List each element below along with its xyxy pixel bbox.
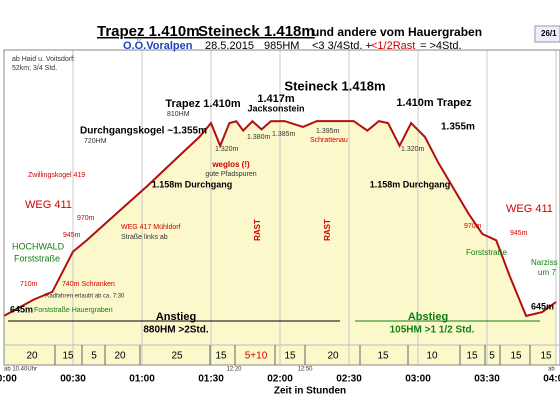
segment-duration: 5 — [91, 351, 97, 362]
segment-duration: 20 — [114, 351, 126, 362]
segment-duration: 20 — [327, 351, 339, 362]
annotation: 1.158m Durchgang — [370, 179, 451, 189]
badge: 26/1 — [541, 29, 557, 38]
annotation: 1.355m — [441, 122, 475, 133]
annotation: Anstieg — [156, 311, 196, 323]
annotation: ab — [548, 367, 555, 373]
annotation: Steineck 1.418m — [284, 78, 385, 93]
x-tick-label: 00:30 — [60, 374, 86, 385]
badge-box — [534, 25, 560, 43]
annotation: Durchgangskogel ~1.355m — [80, 126, 207, 137]
subtitle-part: = >4Std. — [420, 40, 462, 52]
annotation: Narziss — [531, 258, 558, 267]
annotation: 1.385m — [272, 131, 296, 138]
subtitle-part: <1/2Rast — [371, 40, 415, 52]
annotation: 945m — [63, 232, 81, 239]
annotation: WEG 411 — [25, 199, 72, 211]
x-axis-label: Zeit in Stunden — [274, 386, 346, 397]
title-part: Steineck 1.418m — [198, 23, 315, 40]
annotation: ab Haid u. Voitsdorf: — [12, 56, 75, 63]
segment-duration: 15 — [62, 351, 74, 362]
segment-duration: 15 — [540, 351, 552, 362]
subtitle-part: 985HM — [264, 40, 299, 52]
annotation: ab 10.40Uhr — [4, 367, 37, 373]
annotation: 105HM >1 1/2 Std. — [390, 325, 475, 336]
annotation: Straße links ab — [121, 234, 168, 241]
annotation: Trapez 1.410m — [165, 98, 240, 110]
subtitle-part: 28.5.2015 — [205, 40, 254, 52]
x-tick-label: 03:00 — [405, 374, 431, 385]
x-tick-label: 01:30 — [198, 374, 224, 385]
annotation: 1.417m — [257, 93, 295, 105]
annotation: Forststraße — [14, 253, 60, 263]
segment-duration: 5+10 — [245, 351, 268, 362]
x-tick-label: 01:00 — [129, 374, 155, 385]
annotation: 1.158m Durchgang — [152, 179, 233, 189]
segment-duration: 15 — [510, 351, 522, 362]
annotation: 1.410m Trapez — [396, 97, 472, 109]
annotation: Abstieg — [408, 311, 448, 323]
annotation: 720HM — [84, 138, 107, 145]
annotation: 52km; 3/4 Std. — [12, 65, 57, 72]
x-tick-label: 02:00 — [267, 374, 293, 385]
annotation: 645m — [531, 301, 554, 311]
segment-duration: 20 — [26, 351, 38, 362]
annotation: WEG 411 — [506, 203, 553, 215]
subtitle-part: <3 3/4Std. + — [312, 40, 372, 52]
annotation: Forststraße — [466, 248, 507, 257]
annotation: 810HM — [167, 111, 190, 118]
elevation-line — [3, 119, 557, 318]
annotation: 945m — [510, 230, 528, 237]
segment-duration: 25 — [171, 351, 183, 362]
annotation: 880HM >2Std. — [143, 325, 209, 336]
segment-duration: 15 — [466, 351, 478, 362]
segment-duration: 10 — [426, 351, 438, 362]
annotation: Schrattenau — [310, 137, 348, 144]
annotation: Zwillingskogel 419 — [28, 172, 85, 179]
subtitle-part: O.Ö.Voralpen — [123, 39, 193, 52]
annotation: 1.320m — [401, 146, 425, 153]
annotation: um 7 — [538, 268, 556, 277]
annotation: RAST — [253, 219, 262, 241]
annotation: weglos (!) — [211, 160, 250, 169]
annotation: gute Pfadspuren — [205, 171, 256, 178]
title-part: und andere vom Hauergraben — [312, 25, 482, 39]
annotation: Forststraße Hauergraben — [34, 307, 113, 314]
annotation: 740m Schranken — [62, 281, 115, 288]
annotation: RAST — [323, 219, 332, 241]
segment-duration: 5 — [489, 351, 495, 362]
annotation: 12:20 — [226, 367, 242, 373]
segment-duration: 15 — [215, 351, 227, 362]
x-tick-label: 02:30 — [336, 374, 362, 385]
annotation: 12:50 — [297, 367, 313, 373]
x-tick-label: 03:30 — [474, 374, 500, 385]
annotation: 970m — [77, 215, 95, 222]
x-tick-label: 04:00 — [543, 374, 560, 385]
annotation: HOCHWALD — [12, 241, 65, 251]
x-tick-label: 00:00 — [0, 374, 17, 385]
segment-duration: 15 — [284, 351, 296, 362]
annotation: Jacksonstein — [247, 103, 304, 113]
annotation: 710m — [20, 281, 38, 288]
annotation: 1.320m — [215, 146, 239, 153]
title-part: Trapez 1.410m — [97, 23, 200, 40]
annotation: Radfahren erlaubt ab ca. 7:30 — [45, 294, 125, 300]
plot-frame — [3, 49, 560, 366]
annotation: 1.380m — [247, 134, 271, 141]
segment-duration: 15 — [377, 351, 389, 362]
annotation: WEG 417 Mühldorf — [121, 224, 181, 231]
annotation: 645m — [10, 304, 33, 314]
annotation: 970m — [464, 223, 482, 230]
annotation: 1.395m — [316, 128, 340, 135]
